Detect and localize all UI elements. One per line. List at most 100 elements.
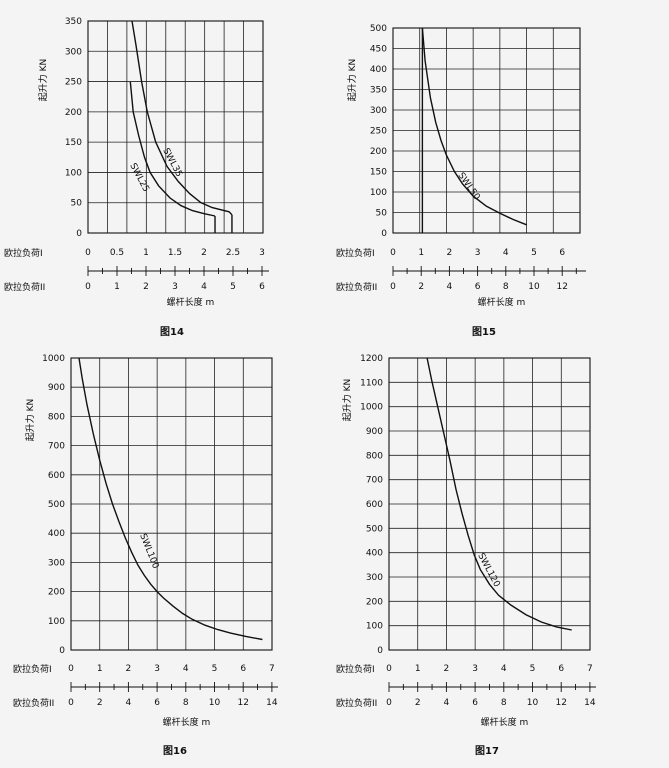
y-tick-label: 0 bbox=[381, 229, 387, 239]
y-tick-label: 700 bbox=[366, 476, 383, 486]
y-tick-label: 800 bbox=[48, 412, 65, 422]
chart-4: 0100200300400500600700800900100011001200… bbox=[336, 354, 596, 757]
figure-caption: 图14 bbox=[160, 326, 184, 338]
scale2-tick-label: 4 bbox=[201, 282, 207, 292]
scale2-tick-label: 2 bbox=[415, 698, 421, 708]
scale1-tick-label: 3 bbox=[472, 664, 478, 674]
scale2-tick-label: 6 bbox=[154, 698, 160, 708]
scale2-tick-label: 0 bbox=[68, 698, 74, 708]
y-tick-label: 450 bbox=[370, 45, 387, 55]
scale2-tick-label: 10 bbox=[528, 282, 540, 292]
y-tick-label: 250 bbox=[370, 127, 387, 137]
scale1-name: 欧拉负荷I bbox=[336, 663, 375, 675]
plot-frame bbox=[70, 357, 273, 651]
scale2-tick-label: 4 bbox=[444, 698, 450, 708]
figure-caption: 图15 bbox=[472, 326, 496, 338]
scale2-tick-label: 10 bbox=[209, 698, 221, 708]
y-tick-label: 150 bbox=[370, 168, 387, 178]
scale1-name: 欧拉负荷I bbox=[336, 247, 375, 259]
y-tick-label: 50 bbox=[376, 209, 388, 219]
scale2-tick-label: 10 bbox=[527, 698, 539, 708]
scale1-tick-label: 2 bbox=[447, 248, 453, 258]
y-tick-label: 300 bbox=[370, 106, 387, 116]
y-tick-label: 500 bbox=[48, 500, 65, 510]
scale1-name: 欧拉负荷I bbox=[13, 663, 52, 675]
y-tick-label: 400 bbox=[48, 529, 65, 539]
y-tick-label: 100 bbox=[65, 168, 82, 178]
figure-caption: 图17 bbox=[475, 745, 499, 757]
scale2-name: 欧拉负荷II bbox=[13, 697, 54, 709]
y-tick-label: 200 bbox=[65, 108, 82, 118]
scale1-tick-label: 5 bbox=[530, 664, 536, 674]
y-tick-label: 200 bbox=[370, 147, 387, 157]
scale2-name: 欧拉负荷II bbox=[4, 281, 45, 293]
scale2-tick-label: 6 bbox=[472, 698, 478, 708]
y-tick-label: 300 bbox=[366, 573, 383, 583]
y-tick-label: 300 bbox=[48, 558, 65, 568]
scale1-tick-label: 0 bbox=[390, 248, 396, 258]
y-tick-label: 200 bbox=[48, 588, 65, 598]
scale1-tick-label: 7 bbox=[587, 664, 593, 674]
y-tick-label: 100 bbox=[370, 188, 387, 198]
scale1-tick-label: 0 bbox=[386, 664, 392, 674]
y-axis-label: 起升力 KN bbox=[24, 399, 36, 442]
scale2-tick-label: 2 bbox=[97, 698, 103, 708]
scale2-tick-label: 6 bbox=[259, 282, 265, 292]
scale1-tick-label: 3 bbox=[475, 248, 481, 258]
y-tick-label: 700 bbox=[48, 442, 65, 452]
series-line-swl35 bbox=[131, 20, 233, 216]
series-line-swl120 bbox=[426, 357, 572, 631]
scale1-tick-label: 6 bbox=[558, 664, 564, 674]
y-tick-label: 200 bbox=[366, 597, 383, 607]
y-tick-label: 0 bbox=[59, 646, 65, 656]
plot-frame bbox=[87, 20, 264, 234]
scale2-name: 欧拉负荷II bbox=[336, 697, 377, 709]
scale1-tick-label: 4 bbox=[503, 248, 509, 258]
scale2-tick-label: 14 bbox=[266, 698, 278, 708]
series-label-swl50: SWL50 bbox=[456, 171, 482, 202]
x-axis-label: 螺杆长度 m bbox=[481, 716, 529, 728]
scale1-tick-label: 0.5 bbox=[110, 248, 124, 258]
y-tick-label: 400 bbox=[370, 65, 387, 75]
scale2-tick-label: 12 bbox=[555, 698, 566, 708]
scale2-tick-label: 6 bbox=[475, 282, 481, 292]
scale2-tick-label: 12 bbox=[556, 282, 567, 292]
y-tick-label: 50 bbox=[71, 199, 83, 209]
scale2-tick-label: 4 bbox=[126, 698, 132, 708]
scale1-tick-label: 4 bbox=[501, 664, 507, 674]
scale2-tick-label: 1 bbox=[114, 282, 120, 292]
scale2-tick-label: 2 bbox=[143, 282, 149, 292]
scale2-tick-label: 8 bbox=[501, 698, 507, 708]
scale1-tick-label: 2 bbox=[444, 664, 450, 674]
y-tick-label: 100 bbox=[366, 622, 383, 632]
y-tick-label: 0 bbox=[377, 646, 383, 656]
y-tick-label: 500 bbox=[366, 524, 383, 534]
y-tick-label: 800 bbox=[366, 451, 383, 461]
scale1-tick-label: 6 bbox=[240, 664, 246, 674]
figure-caption: 图16 bbox=[163, 745, 187, 757]
scale1-tick-label: 5 bbox=[212, 664, 218, 674]
y-tick-label: 1000 bbox=[360, 403, 383, 413]
y-tick-label: 900 bbox=[48, 383, 65, 393]
scale1-tick-label: 1.5 bbox=[168, 248, 182, 258]
x-axis-label: 螺杆长度 m bbox=[478, 296, 526, 308]
scale2-tick-label: 14 bbox=[584, 698, 596, 708]
series-line-swl25 bbox=[129, 81, 216, 217]
series-line-swl100 bbox=[78, 357, 263, 641]
grid bbox=[388, 357, 591, 651]
y-tick-label: 900 bbox=[366, 427, 383, 437]
scale2-name: 欧拉负荷II bbox=[336, 281, 377, 293]
scale2-tick-label: 0 bbox=[390, 282, 396, 292]
scale2-tick-label: 8 bbox=[183, 698, 189, 708]
y-tick-label: 1200 bbox=[360, 354, 383, 364]
scale1-tick-label: 0 bbox=[85, 248, 91, 258]
y-axis-label: 起升力 KN bbox=[37, 59, 49, 102]
x-axis-label: 螺杆长度 m bbox=[167, 296, 215, 308]
scale1-tick-label: 4 bbox=[183, 664, 189, 674]
scale2-tick-label: 0 bbox=[386, 698, 392, 708]
grid bbox=[392, 27, 581, 234]
scale1-tick-label: 2 bbox=[126, 664, 132, 674]
scale1-tick-label: 6 bbox=[559, 248, 565, 258]
